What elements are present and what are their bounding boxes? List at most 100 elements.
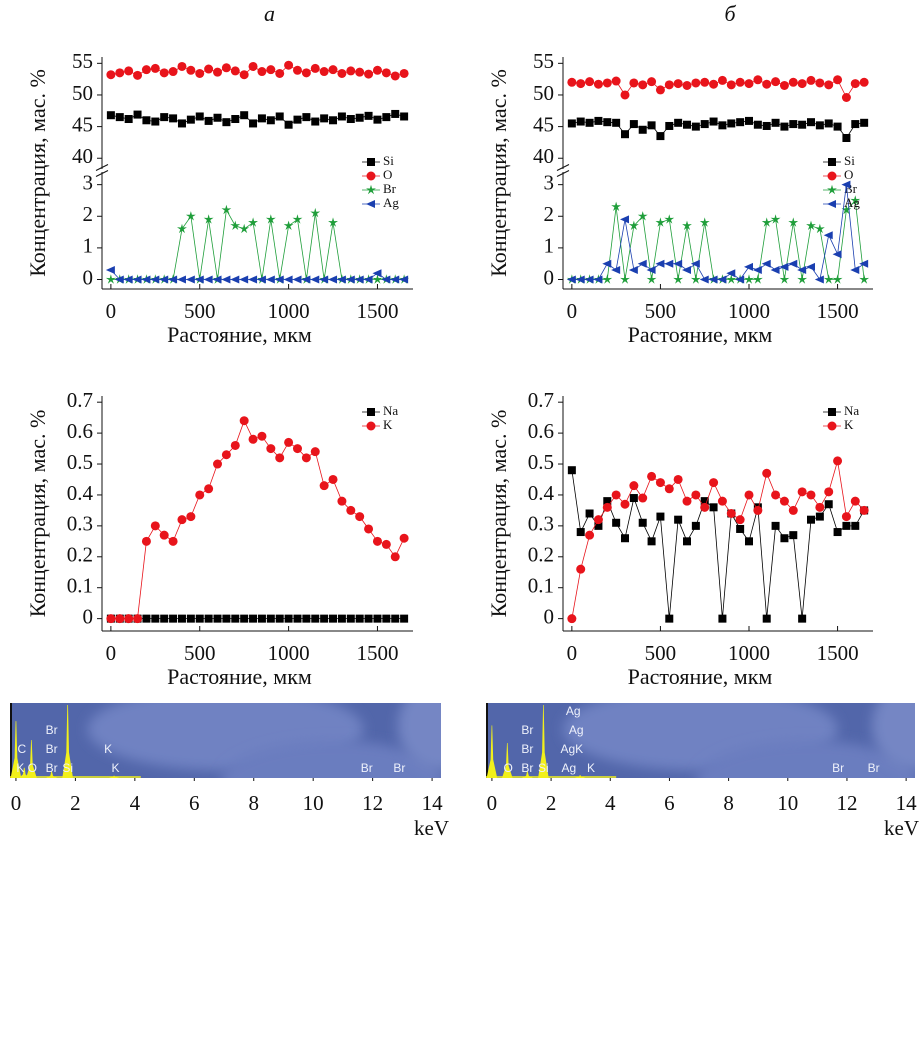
marker (186, 65, 196, 75)
legend-label: O (844, 167, 853, 182)
marker (860, 118, 869, 127)
marker (105, 274, 116, 284)
marker (169, 114, 178, 123)
marker (231, 614, 240, 623)
marker (364, 69, 374, 79)
panel-title: б (724, 1, 736, 26)
peak-label: Br (521, 742, 533, 756)
marker (151, 117, 160, 126)
marker (620, 499, 630, 509)
marker (708, 275, 718, 284)
marker (399, 275, 409, 284)
marker (797, 274, 808, 284)
marker (381, 539, 391, 549)
y-tick-label: 1 (83, 234, 94, 258)
panel-title: а (264, 1, 275, 26)
x-axis-label: Растояние, мкм (628, 322, 773, 347)
image-grain (397, 703, 441, 771)
marker (266, 614, 275, 623)
marker (806, 220, 816, 230)
image-grain (696, 740, 915, 778)
marker (815, 502, 825, 512)
marker (621, 534, 629, 543)
marker (239, 223, 250, 234)
marker (683, 537, 691, 546)
marker (736, 118, 745, 127)
marker (328, 217, 338, 227)
marker (752, 266, 762, 275)
marker (142, 116, 151, 125)
marker (593, 515, 603, 525)
legend-label: Si (383, 153, 394, 168)
marker (372, 269, 382, 278)
marker (328, 474, 338, 484)
marker (673, 79, 683, 89)
marker (355, 113, 364, 122)
marker (602, 274, 613, 284)
legend-marker (367, 158, 375, 166)
marker (585, 77, 595, 87)
marker (859, 505, 869, 515)
peak-label: Br (868, 761, 880, 775)
marker (851, 521, 860, 530)
marker (106, 614, 116, 624)
marker (673, 474, 683, 484)
marker (239, 416, 249, 426)
marker (293, 115, 302, 124)
marker (284, 120, 293, 129)
marker (105, 266, 115, 275)
marker (213, 459, 223, 469)
marker (620, 215, 629, 224)
y-tick-label: 50 (72, 81, 93, 105)
marker (612, 518, 621, 527)
marker (779, 80, 789, 90)
marker (249, 614, 258, 623)
marker (674, 118, 683, 127)
y-axis-label: Концентрация, мас. % (25, 410, 50, 618)
marker (646, 274, 657, 284)
spectrum-peak (538, 705, 549, 778)
line-chart: б 0 500 1000 1500 Растояние, мкм 0 1 2 340 45 50 55 К… (486, 1, 873, 347)
marker (168, 67, 178, 77)
series-line (571, 470, 865, 619)
x-tick-label: 8 (723, 791, 734, 815)
x-axis-label: Растояние, мкм (167, 322, 312, 347)
legend-label: K (383, 417, 393, 432)
y-axis-label: Концентрация, мас. % (25, 69, 50, 277)
marker (656, 132, 665, 141)
y-tick-label: 45 (72, 112, 93, 136)
axis-break (556, 170, 570, 177)
marker (584, 275, 594, 284)
y-tick-label: 55 (533, 49, 554, 73)
marker (638, 518, 647, 527)
x-tick-label: 10 (303, 791, 324, 815)
marker (275, 614, 284, 623)
spectrum-peak (522, 771, 533, 778)
marker (265, 214, 276, 224)
marker (700, 502, 710, 512)
marker (115, 614, 125, 624)
marker (700, 120, 709, 129)
marker (257, 614, 266, 623)
marker (566, 275, 576, 284)
x-tick-label: 1000 (268, 641, 310, 665)
marker (320, 114, 329, 123)
x-axis-label: keV (884, 816, 919, 840)
marker (123, 275, 133, 284)
marker (629, 120, 638, 129)
y-tick-label: 45 (533, 112, 554, 136)
marker (106, 70, 116, 80)
marker (656, 512, 665, 521)
marker (770, 214, 781, 224)
y-tick-label: 40 (533, 144, 554, 168)
x-tick-label: 1000 (268, 299, 310, 323)
x-tick-label: 2 (70, 791, 81, 815)
y-tick-label: 0.3 (67, 512, 93, 536)
marker (177, 614, 186, 623)
marker (593, 275, 603, 284)
marker (355, 512, 365, 522)
marker (567, 614, 577, 624)
marker (301, 68, 311, 78)
